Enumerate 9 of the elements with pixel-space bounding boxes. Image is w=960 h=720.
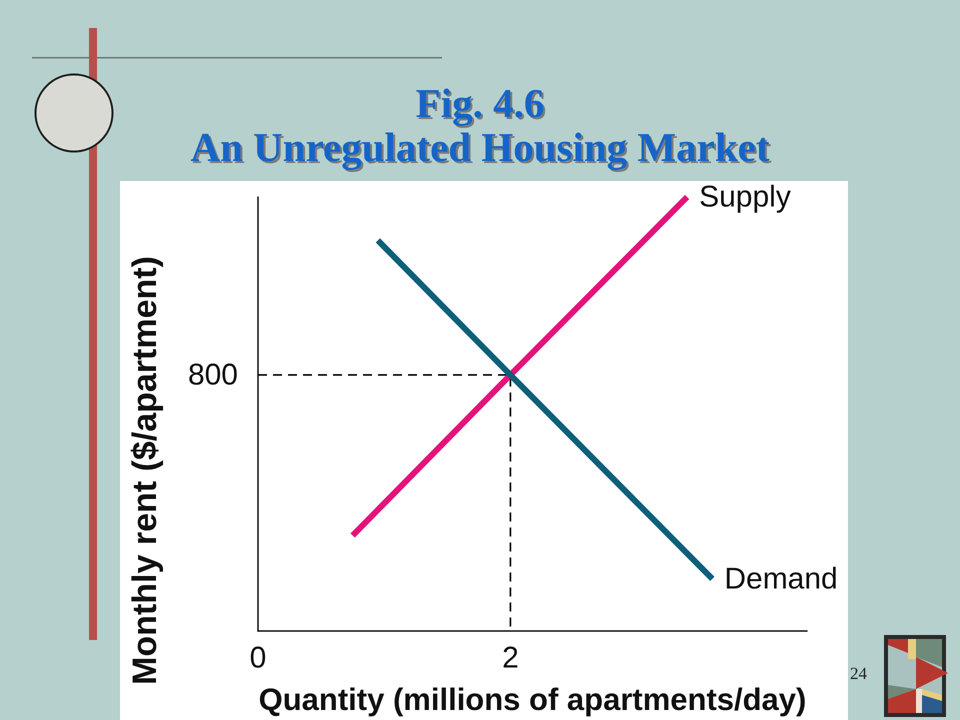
annotation: 800 [188,358,238,392]
chart-title: Fig. 4.6 [414,80,546,126]
y-axis-title: Monthly rent ($/apartment) [126,256,164,685]
x-axis-title: Quantity (millions of apartments/day) [258,682,806,717]
series-label: Supply [699,180,791,214]
series-label: Demand [724,562,838,596]
text: 24 [850,664,867,684]
x-tick-label: 2 [502,642,519,674]
x-tick-label: 0 [250,642,266,674]
